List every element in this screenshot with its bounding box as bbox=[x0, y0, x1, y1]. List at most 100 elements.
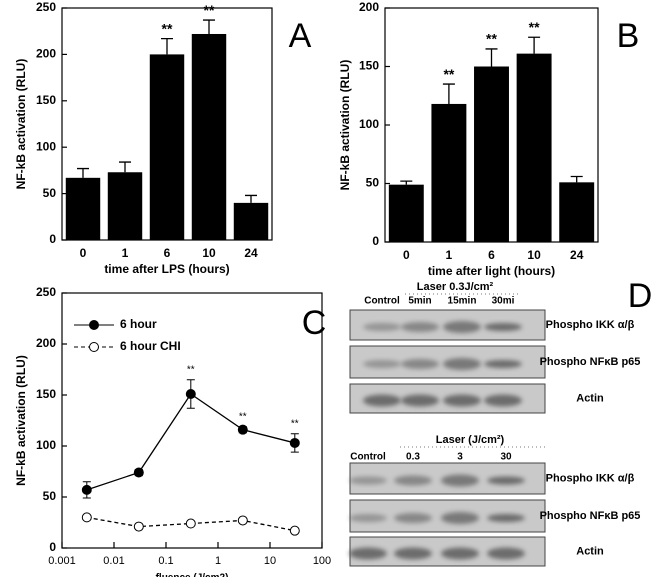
significance: ** bbox=[443, 66, 454, 82]
marker bbox=[133, 467, 144, 478]
significance: ** bbox=[486, 31, 497, 47]
blot-row-label: Phospho IKK α/β bbox=[546, 319, 635, 331]
legend-label: 6 hour CHI bbox=[120, 339, 181, 353]
blot-band bbox=[394, 513, 432, 523]
y-tick-label: 250 bbox=[36, 285, 56, 299]
x-tick-label: 1 bbox=[122, 246, 129, 260]
x-tick-label: 10 bbox=[264, 555, 276, 567]
error-bar bbox=[77, 167, 89, 178]
blot-band bbox=[349, 476, 387, 485]
plot-frame bbox=[61, 292, 323, 549]
x-axis-label: time after light (hours) bbox=[428, 264, 555, 278]
lane-label: Control bbox=[364, 296, 400, 307]
y-tick-label: 100 bbox=[36, 438, 56, 452]
marker bbox=[237, 424, 248, 435]
lane-label: 30mi bbox=[492, 296, 515, 307]
blot-header: Laser 0.3J/cm² bbox=[417, 281, 494, 293]
error-bar bbox=[161, 37, 173, 55]
significance: ** bbox=[162, 20, 173, 36]
error-bar bbox=[119, 161, 131, 173]
marker bbox=[289, 525, 300, 536]
blot-band bbox=[349, 514, 387, 522]
marker bbox=[185, 388, 196, 399]
y-tick-label: 100 bbox=[36, 139, 56, 153]
marker bbox=[237, 515, 248, 526]
blot-band bbox=[443, 358, 481, 370]
blot-row-label: Phospho IKK α/β bbox=[546, 472, 635, 484]
blot-row-label: Actin bbox=[576, 392, 604, 404]
marker bbox=[289, 437, 300, 448]
blot-band bbox=[401, 322, 439, 332]
bar bbox=[516, 53, 552, 242]
y-tick-label: 50 bbox=[366, 176, 380, 190]
panel-letter: B bbox=[617, 17, 640, 55]
y-tick-label: 150 bbox=[36, 387, 56, 401]
y-tick-label: 0 bbox=[372, 234, 379, 248]
y-tick-label: 100 bbox=[359, 117, 379, 131]
y-tick-label: 0 bbox=[49, 232, 56, 246]
bar bbox=[233, 202, 269, 240]
x-tick-label: 24 bbox=[244, 246, 258, 260]
blot-band bbox=[441, 547, 479, 560]
significance: ** bbox=[187, 364, 195, 375]
lane-label: 3 bbox=[457, 452, 463, 463]
y-tick-label: 250 bbox=[36, 0, 56, 14]
x-tick-label: 0.01 bbox=[103, 555, 124, 567]
error-bar bbox=[400, 180, 413, 185]
bar bbox=[149, 54, 185, 241]
blot-band bbox=[484, 360, 522, 368]
blot-header: Laser (J/cm²) bbox=[436, 434, 505, 446]
bar bbox=[65, 177, 101, 240]
blot-band bbox=[443, 394, 481, 407]
blot-band bbox=[363, 360, 401, 368]
x-tick-label: 1 bbox=[446, 248, 453, 262]
y-tick-label: 200 bbox=[359, 0, 379, 14]
x-tick-label: 24 bbox=[570, 248, 584, 262]
y-tick-label: 200 bbox=[36, 336, 56, 350]
blot-band bbox=[487, 476, 525, 485]
error-bar bbox=[245, 194, 257, 203]
blot-band bbox=[401, 394, 439, 407]
blot-band bbox=[441, 512, 479, 524]
blot-band bbox=[394, 547, 432, 560]
x-axis-label: time after LPS (hours) bbox=[104, 262, 229, 276]
bar bbox=[474, 66, 509, 242]
x-tick-label: 0 bbox=[403, 248, 410, 262]
panel-letter: C bbox=[302, 304, 327, 342]
x-tick-label: 6 bbox=[164, 246, 171, 260]
lane-label: 30 bbox=[500, 452, 512, 463]
x-axis-label: fluence (J/cm2) bbox=[156, 573, 229, 577]
blot-band bbox=[484, 394, 522, 407]
blot-band bbox=[394, 475, 432, 486]
blot-band bbox=[349, 547, 387, 560]
significance: ** bbox=[239, 411, 247, 422]
x-tick-label: 100 bbox=[313, 555, 331, 567]
x-tick-label: 6 bbox=[488, 248, 495, 262]
lane-label: 0.3 bbox=[406, 452, 420, 463]
x-tick-label: 0 bbox=[80, 246, 87, 260]
error-bar bbox=[570, 175, 583, 183]
panel-letter: A bbox=[289, 17, 312, 55]
y-tick-label: 150 bbox=[359, 59, 379, 73]
blot-row-label: Phospho NFκB p65 bbox=[540, 356, 641, 368]
blot-band bbox=[443, 321, 481, 333]
blot-band bbox=[484, 323, 522, 331]
blot-row-label: Actin bbox=[576, 545, 604, 557]
y-axis-label: NF-kB activation (RLU) bbox=[14, 59, 28, 190]
legend-label: 6 hour bbox=[120, 317, 157, 331]
marker bbox=[81, 512, 92, 523]
bar bbox=[431, 103, 467, 242]
blot-band bbox=[487, 547, 525, 560]
legend-marker bbox=[89, 320, 99, 330]
legend-marker bbox=[89, 342, 99, 352]
significance: ** bbox=[529, 19, 540, 35]
blot-band bbox=[401, 359, 439, 369]
error-bar bbox=[528, 36, 541, 54]
x-tick-label: 0.001 bbox=[48, 555, 76, 567]
y-tick-label: 50 bbox=[43, 489, 57, 503]
significance: ** bbox=[291, 418, 299, 429]
marker bbox=[81, 484, 92, 495]
x-tick-label: 0.1 bbox=[158, 555, 173, 567]
y-tick-label: 50 bbox=[43, 186, 57, 200]
error-bar bbox=[442, 83, 455, 104]
